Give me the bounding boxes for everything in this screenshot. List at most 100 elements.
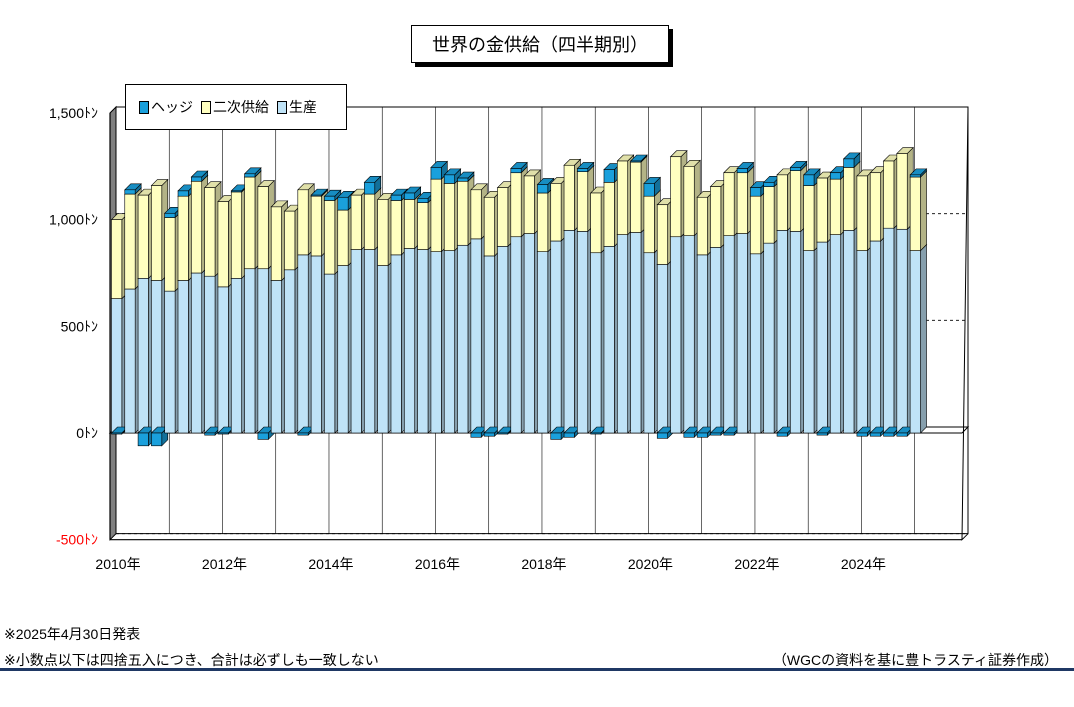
bar-secondary-supply-front bbox=[577, 171, 589, 232]
bar-hedge-front bbox=[257, 432, 269, 440]
bar-hedge bbox=[456, 171, 475, 182]
bar-production-front bbox=[297, 254, 309, 434]
bar-production-front bbox=[577, 231, 589, 434]
bar-secondary-supply-front bbox=[750, 195, 762, 255]
bar-production-front bbox=[124, 288, 136, 434]
bar-production-front bbox=[457, 244, 469, 434]
bar-secondary-supply-front bbox=[763, 186, 775, 244]
bar-hedge-front bbox=[337, 196, 349, 211]
x-tick-label: 2012年 bbox=[202, 556, 247, 572]
bar-hedge-front bbox=[763, 182, 775, 187]
bar-secondary-supply-front bbox=[204, 187, 216, 277]
bar-hedge-front bbox=[696, 432, 708, 438]
legend-swatch-hedge bbox=[139, 100, 149, 114]
bar-hedge-front bbox=[510, 168, 522, 174]
bar-production-front bbox=[204, 275, 216, 434]
bar-secondary-supply-front bbox=[630, 161, 642, 233]
bar-hedge-front bbox=[550, 432, 562, 440]
bar-hedge bbox=[576, 161, 595, 173]
bar-production-front bbox=[869, 240, 881, 434]
bar-production bbox=[909, 243, 928, 434]
bar-secondary-supply-front bbox=[617, 160, 628, 235]
bar-hedge bbox=[789, 160, 808, 172]
bar-hedge-front bbox=[909, 174, 921, 178]
legend-label-secondary: 二次供給 bbox=[213, 99, 269, 115]
bar-hedge bbox=[190, 170, 209, 182]
bar-secondary-supply-front bbox=[430, 178, 442, 252]
bar-secondary-supply-front bbox=[736, 172, 748, 234]
bar-secondary-supply-front bbox=[683, 166, 695, 236]
x-tick-label: 2024年 bbox=[841, 556, 886, 572]
bar-hedge-front bbox=[723, 432, 735, 436]
bar-production-front bbox=[510, 236, 522, 434]
bar-hedge-front bbox=[137, 432, 149, 447]
bar-production-front bbox=[230, 278, 242, 434]
bar-hedge bbox=[736, 161, 755, 174]
bar-production-front bbox=[537, 251, 549, 434]
bar-secondary-supply-front bbox=[723, 172, 735, 236]
x-tick-label: 2014年 bbox=[308, 556, 353, 572]
bar-secondary-supply-front bbox=[590, 192, 602, 254]
bar-hedge-front bbox=[191, 176, 203, 182]
bar-hedge-front bbox=[563, 432, 575, 438]
bar-hedge bbox=[802, 168, 821, 187]
bar-secondary-supply-front bbox=[137, 194, 149, 279]
bar-secondary-supply-front bbox=[470, 189, 482, 240]
bar-hedge bbox=[403, 186, 422, 201]
bar-hedge-front bbox=[790, 167, 802, 171]
bar-production-front bbox=[909, 250, 921, 434]
y-tick-labels: 1,500ﾄﾝ 1,000ﾄﾝ 500ﾄﾝ 0ﾄﾝ -500ﾄﾝ bbox=[49, 105, 98, 548]
bar-secondary-supply-front bbox=[310, 195, 322, 257]
bar-hedge bbox=[909, 168, 928, 178]
bar-hedge-front bbox=[643, 183, 655, 197]
bar-secondary-supply-front bbox=[603, 182, 615, 247]
bar-secondary-supply-front bbox=[297, 189, 309, 256]
bar-hedge-front bbox=[457, 177, 469, 182]
bar-production-front bbox=[390, 254, 402, 434]
bar-secondary-supply-front bbox=[364, 193, 376, 250]
x-tick-label: 2010年 bbox=[95, 556, 140, 572]
bar-production-front bbox=[590, 252, 602, 434]
bar-secondary-supply-front bbox=[483, 196, 495, 257]
bar-production-front bbox=[843, 230, 855, 434]
bar-production-front bbox=[350, 249, 362, 434]
bar-production-front bbox=[337, 265, 349, 434]
bar-secondary-supply-front bbox=[670, 156, 682, 238]
bar-secondary-supply-front bbox=[164, 217, 176, 292]
bar-production-front bbox=[523, 233, 535, 434]
bar-production-front bbox=[670, 236, 682, 434]
bar-secondary-supply bbox=[909, 170, 928, 252]
bar-production-front bbox=[656, 264, 668, 434]
bar-production-front bbox=[563, 230, 575, 434]
plot-right-edge bbox=[961, 106, 969, 541]
bar-hedge-front bbox=[443, 174, 455, 184]
x-tick-label: 2020年 bbox=[628, 556, 673, 572]
bar-production-front bbox=[643, 252, 655, 434]
bar-hedge-front bbox=[217, 432, 229, 435]
bar-secondary-supply-front bbox=[337, 209, 349, 266]
bar-hedge-front bbox=[297, 432, 309, 436]
bar-hedge-front bbox=[736, 168, 748, 174]
bar-hedge-front bbox=[803, 174, 815, 186]
bar-secondary-supply-front bbox=[523, 175, 535, 234]
bar-secondary-supply-front bbox=[417, 202, 429, 250]
bar-production-front bbox=[417, 249, 429, 434]
bar-secondary-supply-front bbox=[643, 195, 655, 254]
x-tick-label: 2018年 bbox=[521, 556, 566, 572]
bar-production-front bbox=[244, 268, 256, 434]
bar-secondary-supply-front bbox=[377, 199, 389, 266]
bar-hedge-front bbox=[683, 432, 695, 438]
bar-secondary-supply-front bbox=[856, 175, 868, 251]
bar-production-front bbox=[550, 240, 562, 434]
bar-hedge-front bbox=[577, 168, 589, 172]
bar-secondary-supply-front bbox=[790, 170, 802, 232]
bar-secondary-supply-front bbox=[191, 180, 203, 274]
bar-secondary-supply-front bbox=[656, 204, 668, 265]
bar-hedge-front bbox=[483, 432, 495, 437]
bar-production-front bbox=[191, 272, 203, 434]
bar-secondary-supply-front bbox=[869, 172, 881, 242]
bar-secondary-supply-front bbox=[217, 201, 229, 288]
y-tick-label: 1,500ﾄﾝ bbox=[49, 105, 98, 121]
bar-secondary-supply-front bbox=[563, 164, 575, 231]
